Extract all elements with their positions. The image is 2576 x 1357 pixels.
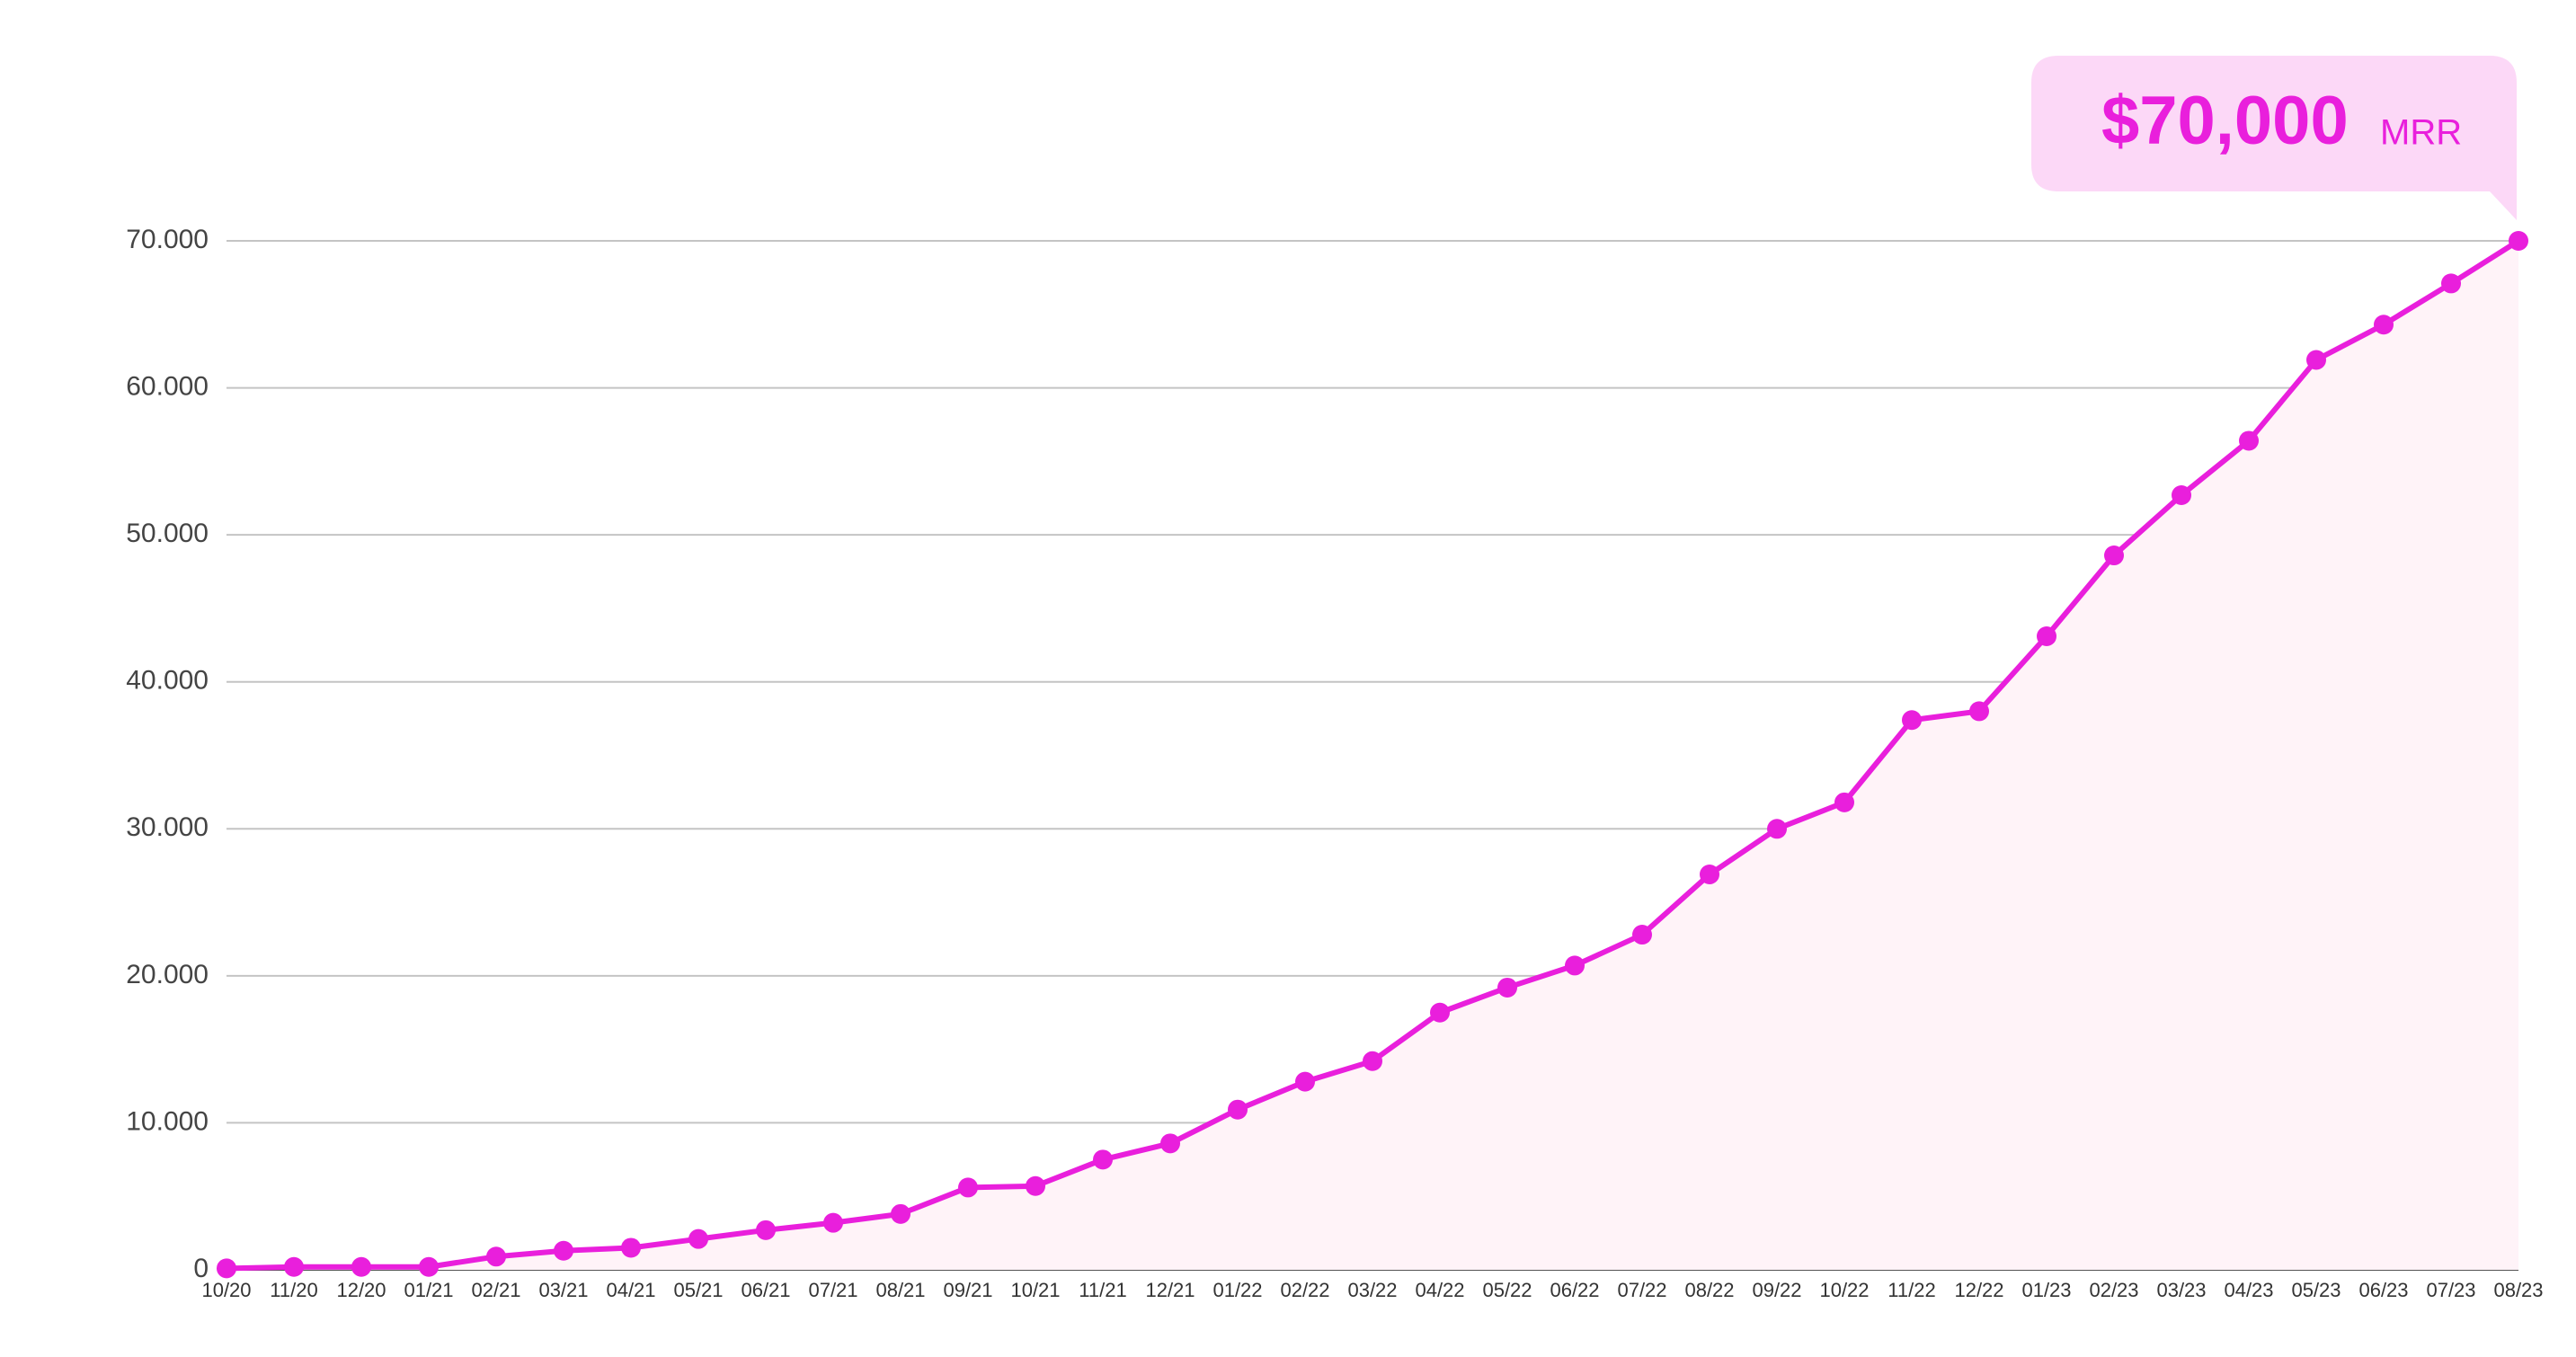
point	[351, 1256, 371, 1277]
x-tick-label: 01/23	[2021, 1279, 2071, 1301]
point	[1228, 1099, 1248, 1120]
point	[1700, 864, 1719, 884]
x-tick-label: 04/23	[2224, 1279, 2273, 1301]
x-tick-label: 06/22	[1550, 1279, 1599, 1301]
point	[1295, 1071, 1315, 1092]
point	[554, 1240, 573, 1261]
x-tick-label: 11/21	[1079, 1279, 1126, 1301]
y-tick-label: 50.000	[126, 519, 209, 548]
callout-value: $70,000	[2101, 83, 2349, 159]
x-tick-label: 01/21	[404, 1279, 453, 1301]
y-tick-label: 10.000	[126, 1106, 209, 1136]
point	[2037, 626, 2056, 647]
point	[486, 1246, 506, 1267]
x-tick-label: 09/21	[943, 1279, 992, 1301]
point	[2172, 484, 2191, 505]
x-tick-label: 02/23	[2089, 1279, 2138, 1301]
point	[891, 1203, 910, 1224]
y-tick-label: 40.000	[126, 666, 209, 696]
x-tick-label: 08/23	[2493, 1279, 2543, 1301]
y-tick-label: 20.000	[126, 960, 209, 989]
x-tick-label: 03/21	[538, 1279, 588, 1301]
x-tick-label: 10/22	[1819, 1279, 1869, 1301]
x-tick-label: 05/23	[2291, 1279, 2341, 1301]
callout-unit: MRR	[2380, 113, 2462, 153]
x-tick-label: 09/22	[1752, 1279, 1801, 1301]
x-tick-label: 10/21	[1010, 1279, 1060, 1301]
point	[756, 1220, 776, 1240]
x-tick-label: 08/21	[875, 1279, 925, 1301]
point	[1160, 1133, 1180, 1154]
x-tick-label: 11/22	[1888, 1279, 1935, 1301]
x-tick-label: 07/22	[1617, 1279, 1666, 1301]
callout-box	[2031, 56, 2517, 220]
point	[1363, 1051, 1382, 1071]
y-tick-label: 0	[193, 1254, 209, 1283]
point	[1767, 819, 1787, 839]
y-tick-label: 60.000	[126, 371, 209, 401]
point	[2239, 430, 2259, 451]
point	[419, 1256, 439, 1277]
y-tick-label: 30.000	[126, 812, 209, 842]
point	[217, 1258, 236, 1279]
point	[1969, 701, 1989, 722]
x-tick-label: 08/22	[1684, 1279, 1734, 1301]
x-tick-label: 07/23	[2426, 1279, 2475, 1301]
point	[1565, 955, 1585, 976]
x-tick-label: 07/21	[808, 1279, 857, 1301]
point	[1026, 1175, 1045, 1196]
x-tick-label: 11/20	[270, 1279, 317, 1301]
point	[1834, 792, 1854, 812]
x-tick-label: 06/21	[741, 1279, 790, 1301]
x-tick-label: 02/22	[1280, 1279, 1329, 1301]
point	[284, 1256, 304, 1277]
x-tick-label: 03/23	[2156, 1279, 2206, 1301]
x-tick-label: 05/22	[1482, 1279, 1532, 1301]
x-tick-label: 10/20	[201, 1279, 251, 1301]
point	[2104, 545, 2124, 566]
point	[2509, 231, 2528, 251]
area	[227, 241, 2518, 1270]
y-tick-label: 70.000	[126, 225, 209, 254]
point	[1902, 710, 1922, 731]
point	[1497, 977, 1517, 998]
point	[958, 1177, 978, 1198]
x-tick-label: 04/22	[1415, 1279, 1464, 1301]
x-tick-label: 12/21	[1145, 1279, 1195, 1301]
x-tick-label: 03/22	[1347, 1279, 1397, 1301]
point	[1093, 1149, 1113, 1170]
x-tick-label: 01/22	[1212, 1279, 1262, 1301]
point	[823, 1212, 843, 1233]
point	[2374, 315, 2394, 335]
x-tick-label: 02/21	[471, 1279, 520, 1301]
point	[2306, 350, 2326, 370]
point	[1430, 1002, 1450, 1023]
x-tick-label: 05/21	[673, 1279, 723, 1301]
x-tick-label: 12/22	[1954, 1279, 2003, 1301]
x-tick-label: 04/21	[606, 1279, 655, 1301]
x-tick-label: 12/20	[336, 1279, 386, 1301]
x-tick-label: 06/23	[2358, 1279, 2408, 1301]
point	[1632, 925, 1652, 945]
point	[2441, 273, 2461, 294]
point	[688, 1228, 708, 1249]
point	[621, 1237, 641, 1258]
